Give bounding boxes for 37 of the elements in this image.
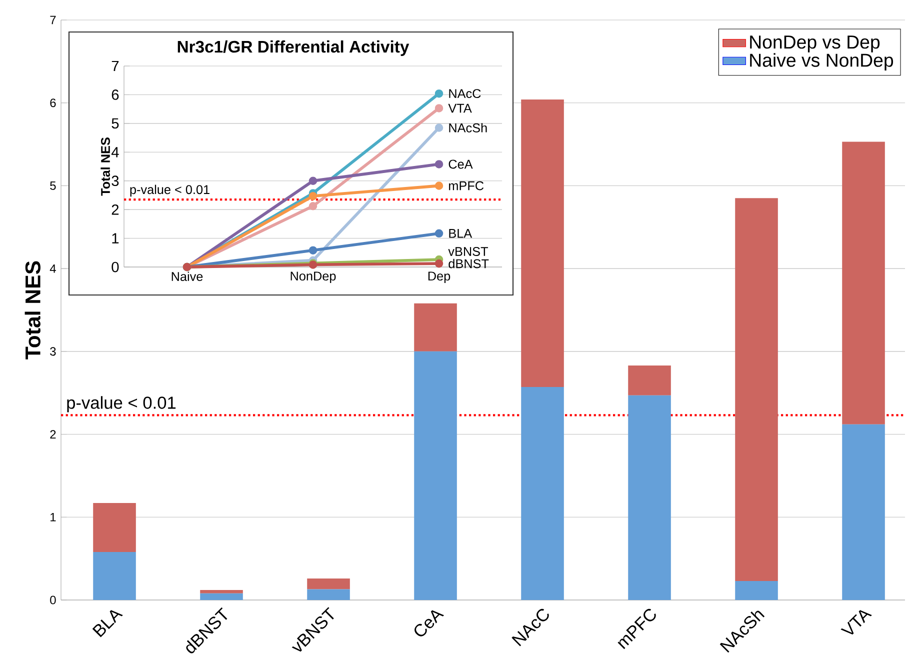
y-tick-label: 6	[112, 90, 119, 100]
x-tick-label: BLA	[92, 610, 123, 638]
y-tick-label: 1	[112, 233, 119, 244]
y-tick-label: 0	[50, 596, 56, 604]
x-tick-label: Dep	[428, 272, 450, 284]
y-tick-label: 7	[112, 60, 119, 72]
ref-line-label: p-value < 0.01	[67, 396, 176, 412]
y-tick-label: 5	[50, 182, 56, 190]
y-tick-label: 4	[111, 147, 119, 158]
legend-label: NonDep vs Dep	[750, 36, 880, 52]
legend-label: Naive vs NonDep	[750, 53, 894, 71]
chart-title: Nr3c1/GR Differential Activity	[178, 40, 410, 56]
ref-line-label: p-value < 0.01	[130, 184, 210, 197]
y-tick-label: 1	[50, 513, 56, 522]
series-label: BLA	[449, 229, 472, 238]
series-label: dBNST	[448, 258, 489, 268]
series-label: VTA	[448, 104, 472, 113]
y-tick-label: 3	[50, 347, 56, 356]
x-tick-label: VTA	[840, 610, 872, 635]
y-tick-label: 2	[50, 430, 56, 438]
y-tick-label: 2	[112, 204, 119, 215]
y-tick-label: 3	[112, 176, 119, 186]
y-tick-label: 6	[50, 98, 56, 108]
x-tick-label: CeA	[414, 610, 444, 636]
y-axis-title: Total NES	[24, 261, 40, 360]
series-label: vBNST	[448, 247, 488, 256]
x-tick-label: Naive	[172, 272, 203, 282]
y-axis-title: Total NES	[100, 138, 110, 196]
x-tick-label: NonDep	[290, 272, 336, 284]
y-tick-label: 5	[112, 118, 119, 129]
y-tick-label: 0	[112, 262, 119, 272]
series-label: NAcC	[449, 89, 481, 98]
y-tick-label: 4	[50, 264, 56, 273]
y-tick-label: 7	[50, 16, 56, 24]
series-label: NAcSh	[449, 123, 487, 132]
series-label: mPFC	[449, 181, 484, 190]
series-label: CeA	[448, 160, 473, 169]
